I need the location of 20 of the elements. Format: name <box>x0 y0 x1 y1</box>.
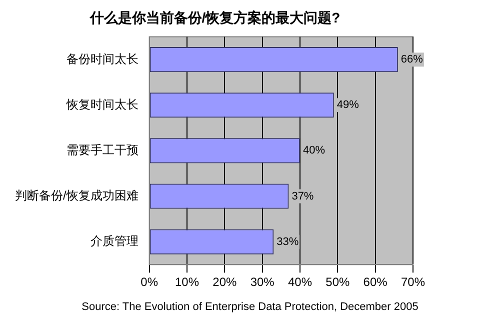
chart-title: 什么是你当前备份/恢复方案的最大问题? <box>88 9 340 26</box>
y-tick-label: 介质管理 <box>90 234 138 248</box>
data-label: 49% <box>336 99 360 112</box>
x-tick-label: 10% <box>174 275 200 290</box>
data-label: 37% <box>292 190 314 202</box>
x-tick-label: 40% <box>288 275 312 290</box>
y-tick-label: 判断备份/恢复成功困难 <box>14 188 138 203</box>
data-label: 40% <box>302 144 326 157</box>
y-tick-label: 恢复时间太长 <box>65 97 138 112</box>
x-tick-label: 70% <box>400 275 426 290</box>
x-tick-label: 50% <box>326 275 350 290</box>
y-tick-label: 需要手工干预 <box>66 143 138 158</box>
source-note: Source: The Evolution of Enterprise Data Protection, December 2005 <box>80 301 420 313</box>
data-label: 33% <box>276 236 299 248</box>
x-tick-label: 30% <box>250 275 275 290</box>
x-tick-label: 0% <box>140 275 158 290</box>
x-tick-label: 60% <box>363 275 388 290</box>
y-tick-label: 备份时间太长 <box>66 52 138 66</box>
x-tick-label: 20% <box>212 275 237 290</box>
data-label: 66% <box>400 54 424 66</box>
